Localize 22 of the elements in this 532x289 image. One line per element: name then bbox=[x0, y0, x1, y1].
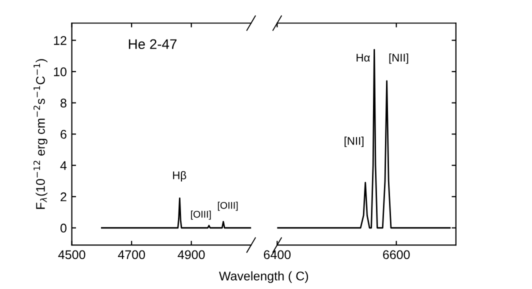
y-tick-label: 2 bbox=[60, 192, 66, 202]
y-tick-label: 0 bbox=[60, 224, 66, 233]
annotation: [NII] bbox=[389, 53, 408, 64]
y-tick-label: 4 bbox=[60, 161, 67, 170]
x-tick-label: 6400 bbox=[264, 250, 291, 260]
x-tick-label: 4900 bbox=[178, 250, 205, 260]
y-tick-label: 8 bbox=[60, 98, 66, 108]
annotation: [OIII] bbox=[191, 210, 211, 220]
x-axis-title: Wavelength ( C) bbox=[219, 271, 308, 283]
annotation: He 2-47 bbox=[128, 39, 177, 50]
x-tick-label: 4700 bbox=[118, 250, 145, 260]
y-tick-label: 6 bbox=[60, 130, 66, 139]
x-tick-label: 6600 bbox=[383, 250, 410, 260]
line-series bbox=[101, 197, 252, 229]
y-tick-label: 12 bbox=[54, 36, 66, 45]
x-tick-label: 4500 bbox=[58, 250, 86, 260]
text: F$_{λ}$(10$^{−12}$ erg cm$^{−2}$s$^{−1}$C$^{−1}$) bbox=[34, 59, 48, 209]
annotation: Hα bbox=[356, 54, 370, 62]
y-tick-label: 10 bbox=[54, 67, 66, 76]
annotation: Hβ bbox=[173, 171, 186, 182]
annotation: [NII] bbox=[344, 136, 364, 148]
annotation: [OIII] bbox=[218, 202, 238, 211]
